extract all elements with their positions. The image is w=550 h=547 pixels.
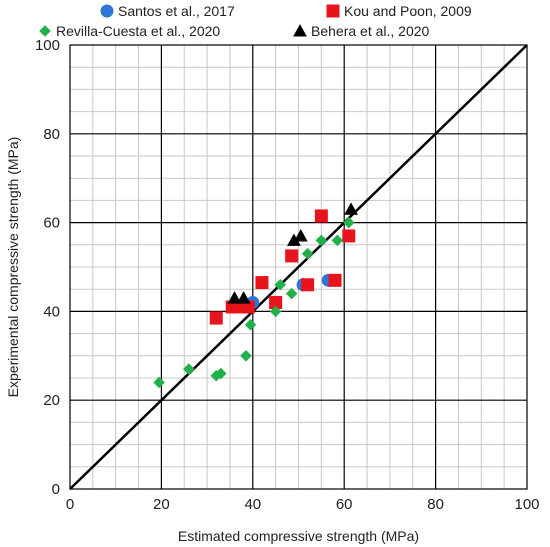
data-point (236, 291, 251, 304)
x-tick-label: 60 (336, 496, 353, 513)
y-tick-label: 100 (35, 37, 60, 54)
data-point (315, 234, 328, 247)
legend-marker-square (326, 4, 340, 18)
series-triangle (227, 202, 358, 304)
legend-label: Kou and Poon, 2009 (344, 3, 472, 19)
data-point (269, 296, 283, 310)
x-tick-label: 0 (66, 496, 74, 513)
legend-label: Behera et al., 2020 (311, 23, 430, 39)
y-tick-label: 60 (43, 215, 60, 232)
data-point (331, 234, 344, 247)
data-point (342, 216, 355, 229)
data-point (287, 233, 301, 246)
data-point (301, 278, 315, 292)
data-points (153, 202, 358, 389)
data-point (240, 350, 252, 362)
x-axis-label: Estimated compressive strength (MPa) (178, 528, 419, 544)
reference-line (69, 44, 528, 490)
series-diamond (153, 216, 355, 389)
x-tick-label: 100 (514, 496, 539, 513)
y-tick-label: 40 (43, 303, 60, 320)
legend-marker-circle (100, 4, 114, 18)
identity-line (69, 44, 528, 490)
series-square (209, 209, 356, 325)
x-tick-label: 20 (153, 496, 170, 513)
data-point (314, 209, 328, 223)
data-point (215, 367, 227, 380)
data-point (293, 229, 308, 242)
legend-item: Revilla-Cuesta et al., 2020 (39, 23, 220, 39)
data-point (153, 376, 165, 389)
data-point (328, 273, 342, 287)
plot-frame (69, 44, 528, 490)
data-point (255, 276, 269, 290)
data-point (285, 287, 298, 300)
tick-labels: 0 20 40 60 80 100 0 20 40 60 80 100 (35, 37, 540, 513)
plot-border (69, 44, 528, 490)
data-point (209, 311, 223, 325)
data-point (342, 229, 356, 243)
y-tick-label: 0 (52, 481, 60, 498)
legend-item: Kou and Poon, 2009 (326, 3, 472, 19)
data-point (241, 300, 255, 314)
legend-item: Santos et al., 2017 (100, 3, 235, 19)
x-tick-label: 80 (427, 496, 444, 513)
legend-marker-diamond (39, 25, 51, 37)
data-point (301, 247, 314, 260)
data-point (344, 202, 358, 215)
y-axis-label: Experimental compressive strength (MPa) (5, 137, 21, 398)
data-point (269, 305, 282, 318)
data-point (274, 278, 286, 291)
x-tick-label: 40 (244, 496, 261, 513)
data-point (227, 291, 242, 304)
legend-label: Revilla-Cuesta et al., 2020 (56, 23, 220, 39)
legend-label: Santos et al., 2017 (118, 3, 235, 19)
y-tick-label: 20 (43, 392, 60, 409)
data-point (244, 318, 257, 331)
legend: Santos et al., 2017 Kou and Poon, 2009 Rev… (39, 3, 472, 39)
legend-item: Behera et al., 2020 (293, 23, 430, 39)
data-point (183, 363, 195, 375)
data-point (285, 249, 299, 263)
legend-marker-triangle (293, 24, 307, 37)
grid (70, 45, 527, 489)
y-tick-label: 80 (43, 126, 60, 143)
